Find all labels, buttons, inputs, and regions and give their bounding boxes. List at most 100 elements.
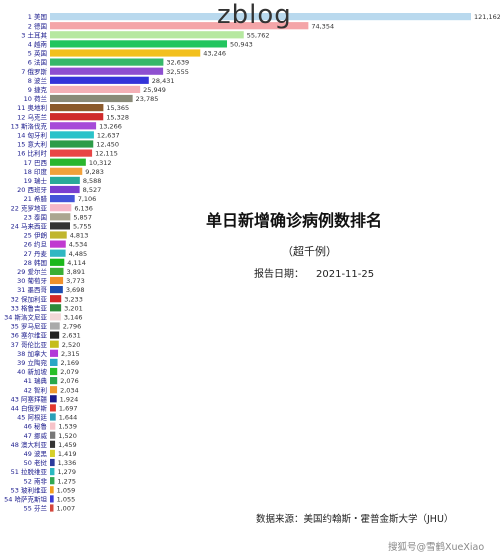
bar-55 [50, 504, 54, 512]
bar-category-label: 19 瑞士 [24, 176, 48, 185]
bar-value-label: 1,336 [58, 459, 77, 467]
bar-category-label: 41 瑞典 [24, 376, 48, 385]
bar-category-label: 24 马来西亚 [11, 223, 48, 231]
bar-value-label: 15,365 [106, 104, 129, 112]
chart-subtitle: （超千例） [282, 245, 337, 258]
bar-category-label: 7 俄罗斯 [21, 67, 47, 76]
bar-category-label: 23 泰国 [24, 212, 47, 221]
bar-category-label: 46 秘鲁 [24, 422, 47, 431]
bar-category-label: 51 拉脱维亚 [11, 467, 48, 476]
bar-value-label: 50,943 [230, 41, 253, 49]
bar-value-label: 8,527 [83, 186, 102, 194]
bar-category-label: 49 波黑 [24, 449, 48, 458]
bar-32 [50, 295, 62, 303]
bar-2 [50, 22, 309, 30]
bar-value-label: 43,246 [203, 50, 226, 58]
bar-category-label: 17 巴西 [24, 159, 48, 167]
bar-value-label: 3,201 [64, 304, 83, 312]
bar-value-label: 1,419 [58, 450, 77, 458]
bar-45 [50, 413, 56, 421]
bar-35 [50, 322, 60, 330]
credit-watermark: 搜狐号@雪鹤XueXiao [388, 542, 485, 553]
bar-value-label: 2,079 [60, 368, 79, 376]
bar-category-label: 13 斯洛伐克 [11, 121, 48, 130]
bar-category-label: 38 加拿大 [17, 349, 47, 358]
bar-category-label: 16 比利时 [17, 149, 47, 158]
bar-20 [50, 185, 80, 194]
bar-3 [50, 31, 244, 39]
bar-category-label: 35 罗马尼亚 [11, 323, 48, 331]
bar-category-label: 42 智利 [24, 385, 47, 394]
bar-category-label: 3 土耳其 [21, 30, 47, 39]
bar-category-label: 8 波兰 [28, 76, 48, 85]
bar-value-label: 74,354 [311, 22, 334, 30]
bar-value-label: 1,539 [58, 423, 77, 431]
bar-39 [50, 358, 58, 366]
bar-category-label: 26 约旦 [24, 240, 48, 249]
bar-category-label: 39 立陶宛 [17, 358, 47, 367]
bar-12 [50, 113, 104, 121]
bar-54 [50, 495, 54, 503]
bar-value-label: 4,114 [67, 259, 86, 267]
bar-category-label: 15 意大利 [17, 140, 47, 149]
bar-51 [50, 468, 55, 476]
bar-11 [50, 104, 104, 112]
bar-category-label: 5 英国 [28, 49, 47, 58]
bar-value-label: 1,520 [58, 432, 77, 440]
bar-category-label: 40 新加坡 [17, 367, 47, 376]
bar-25 [50, 231, 67, 239]
bar-50 [50, 458, 55, 467]
bar-48 [50, 440, 56, 448]
bar-value-label: 12,115 [95, 150, 118, 158]
bar-53 [50, 486, 54, 494]
bar-19 [50, 176, 80, 184]
bar-category-label: 31 墨西哥 [17, 286, 47, 294]
bar-value-label: 2,520 [62, 341, 81, 349]
bar-41 [50, 377, 58, 385]
bar-category-label: 21 希腊 [24, 194, 48, 203]
bar-value-label: 23,785 [136, 95, 159, 103]
bar-category-label: 33 格鲁吉亚 [11, 303, 48, 312]
bar-5 [50, 49, 201, 57]
bar-category-label: 6 法国 [28, 58, 47, 67]
bar-value-label: 55,762 [247, 31, 270, 39]
bar-category-label: 12 乌克兰 [17, 112, 47, 121]
bar-18 [50, 167, 83, 175]
bar-31 [50, 286, 63, 294]
bar-value-label: 12,637 [97, 132, 120, 140]
bar-category-label: 14 匈牙利 [17, 131, 47, 140]
bar-10 [50, 94, 133, 103]
bar-category-label: 4 越南 [28, 40, 48, 49]
bar-value-label: 1,644 [59, 414, 78, 422]
bar-category-label: 34 斯洛文尼亚 [4, 313, 47, 322]
bar-26 [50, 240, 66, 248]
bar-23 [50, 213, 71, 221]
bar-value-label: 6,136 [74, 204, 93, 212]
bar-category-label: 43 阿塞拜疆 [11, 394, 48, 403]
bar-value-label: 4,534 [69, 241, 88, 249]
bar-category-label: 18 印度 [24, 167, 48, 176]
bar-7 [50, 67, 164, 75]
bar-category-label: 22 克罗地亚 [11, 203, 48, 212]
bar-value-label: 2,315 [61, 350, 80, 358]
report-date-line: 报告日期： 2021-11-25 [254, 265, 386, 280]
data-source: 数据来源：美国约翰斯・霍普金斯大学（JHU） [256, 514, 454, 525]
bar-40 [50, 367, 58, 376]
bar-category-label: 44 白俄罗斯 [11, 404, 48, 413]
bar-value-label: 9,283 [85, 168, 104, 176]
bar-category-label: 20 西班牙 [17, 185, 47, 194]
bar-value-label: 15,328 [106, 113, 129, 121]
bar-category-label: 1 美国 [28, 12, 47, 21]
bar-34 [50, 313, 61, 321]
bar-category-label: 27 丹麦 [24, 249, 48, 258]
bar-24 [50, 222, 70, 230]
bar-value-label: 1,459 [58, 441, 77, 449]
bar-44 [50, 404, 56, 412]
bar-27 [50, 249, 66, 257]
bar-value-label: 2,169 [61, 359, 80, 367]
bar-category-label: 52 南非 [24, 476, 48, 485]
bar-category-label: 25 伊朗 [24, 231, 47, 240]
bar-value-label: 28,431 [152, 77, 175, 85]
bar-category-label: 32 保加利亚 [11, 294, 48, 303]
